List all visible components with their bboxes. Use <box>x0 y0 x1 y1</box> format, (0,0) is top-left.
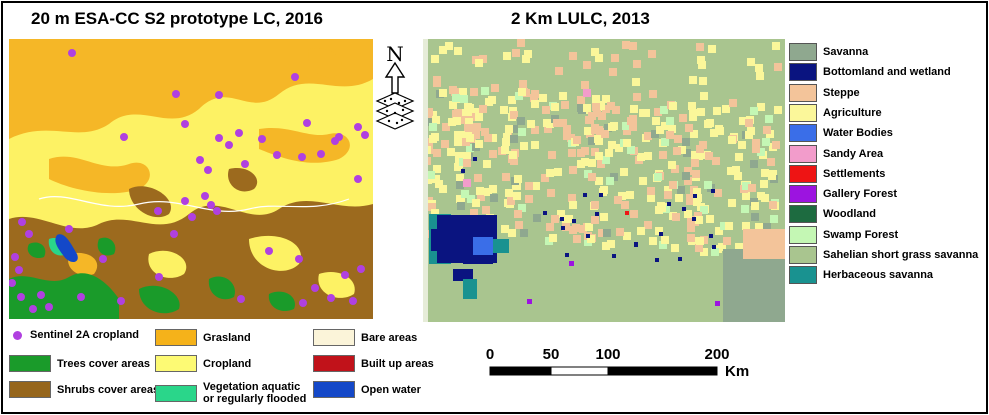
legend-item-open-water: Open water <box>313 381 421 398</box>
legend-label: Open water <box>361 383 421 396</box>
open-water <box>55 234 78 263</box>
legend-item-sahelian-short-grass-savanna: Sahelian short grass savanna <box>789 246 978 264</box>
legend-label: Bare areas <box>361 331 418 344</box>
legend-item-bare-areas: Bare areas <box>313 329 417 346</box>
scale-bar: 0 50 100 200 Km <box>486 346 749 380</box>
legend-item-water-bodies: Water Bodies <box>789 124 893 143</box>
legend-item-sentinel-2a-cropland: Sentinel 2A cropland <box>9 329 139 341</box>
lulc-2013-map <box>423 39 785 322</box>
legend-label: Agriculture <box>823 106 882 119</box>
legend-swatch <box>789 144 817 163</box>
north-label: N <box>386 43 404 66</box>
legend-item-steppe: Steppe <box>789 83 860 102</box>
legend-swatch <box>789 103 817 122</box>
legend-swatch <box>789 225 817 244</box>
legend-item-swamp-forest: Swamp Forest <box>789 225 899 244</box>
scale-unit: Km <box>725 363 749 380</box>
legend-label: Sentinel 2A cropland <box>30 329 140 341</box>
legend-item-built-up-areas: Built up areas <box>313 355 434 372</box>
legend-swatch <box>155 384 197 402</box>
legend-item-gallery-forest: Gallery Forest <box>789 185 897 204</box>
legend-swatch <box>789 185 817 204</box>
esa-cc-landcover-map <box>9 39 373 319</box>
legend-swatch <box>789 266 817 285</box>
legend-item-vegetation-aquatic: Vegetation aquatic or regularly flooded <box>155 381 306 405</box>
legend-label: Savanna <box>823 46 869 58</box>
legend-item-agriculture: Agriculture <box>789 103 882 122</box>
legend-label: Bottomland and wetland <box>823 66 951 79</box>
settlement-point <box>625 211 629 215</box>
legend-item-shrubs-cover-areas: Shrubs cover areas <box>9 381 159 398</box>
right-map-title: 2 Km LULC, 2013 <box>511 9 650 28</box>
scale-tick-50: 50 <box>543 346 560 363</box>
scale-tick-0: 0 <box>486 346 494 363</box>
legend-label: Built up areas <box>361 357 434 370</box>
legend-item-cropland: Cropland <box>155 355 251 372</box>
legend-item-herbaceous-savanna: Herbaceous savanna <box>789 266 934 285</box>
legend-swatch <box>313 381 355 398</box>
grassland-zone <box>9 39 373 139</box>
legend-label: Grasland <box>203 331 251 344</box>
legend-swatch <box>13 330 22 340</box>
legend-swatch <box>789 164 817 183</box>
legend-label: Sahelian short grass savanna <box>823 249 979 261</box>
savanna-patch <box>723 249 785 322</box>
legend-item-settlements: Settlements <box>789 164 886 183</box>
gallery-forest-point <box>527 299 532 304</box>
north-arrow-icon: N <box>375 43 415 130</box>
legend-label: Herbaceous savanna <box>823 269 934 282</box>
legend-label: Gallery Forest <box>823 188 897 201</box>
sentinel-cropland-points <box>9 49 369 313</box>
legend-item-trees-cover-areas: Trees cover areas <box>9 355 150 372</box>
legend-label: Trees cover areas <box>57 357 150 370</box>
legend-swatch <box>789 63 817 82</box>
legend-swatch <box>789 246 817 264</box>
legend-swatch <box>789 43 817 61</box>
legend-label: Settlements <box>823 167 886 180</box>
legend-item-bottomland-and-wetland: Bottomland and wetland <box>789 63 951 82</box>
water-bodies-patch <box>473 237 493 255</box>
sandy-area-patch <box>583 89 591 97</box>
scale-tick-200: 200 <box>704 346 729 363</box>
legend-label: Vegetation aquatic <box>203 381 301 393</box>
legend-label: Steppe <box>823 86 860 99</box>
legend-swatch <box>9 381 51 398</box>
legend-swatch <box>9 355 51 372</box>
legend-label: Shrubs cover areas <box>57 383 160 396</box>
legend-swatch <box>313 355 355 372</box>
legend-label: Sandy Area <box>823 147 884 160</box>
legend-item-savanna: Savanna <box>789 43 868 61</box>
legend-label: Cropland <box>203 357 252 370</box>
scale-tick-100: 100 <box>595 346 620 363</box>
legend-label-line2: or regularly flooded <box>203 393 307 405</box>
legend-item-grasland: Grasland <box>155 329 251 346</box>
legend-item-sandy-area: Sandy Area <box>789 144 884 163</box>
legend-swatch <box>789 124 817 143</box>
legend-label: Woodland <box>823 208 876 221</box>
legend-label: Swamp Forest <box>823 228 899 241</box>
legend-swatch <box>313 329 355 346</box>
legend-label: Water Bodies <box>823 127 893 140</box>
left-map-title: 20 m ESA-CC S2 prototype LC, 2016 <box>31 9 323 28</box>
legend-swatch <box>155 329 197 346</box>
legend-swatch <box>789 205 817 224</box>
legend-swatch <box>789 83 817 102</box>
legend-item-woodland: Woodland <box>789 205 876 224</box>
legend-swatch <box>155 355 197 372</box>
